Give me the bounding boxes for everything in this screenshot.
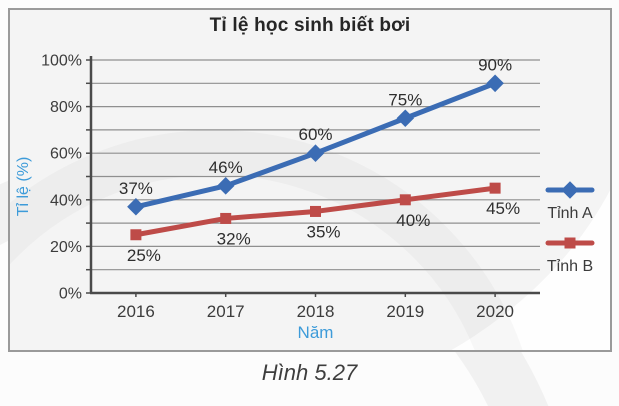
x-tick-label: 2018 [297, 302, 335, 321]
data-label: 46% [209, 158, 243, 177]
data-label: 35% [306, 222, 340, 241]
data-point-diamond [216, 177, 235, 195]
x-tick-label: 2019 [386, 302, 424, 321]
data-point-square [310, 205, 321, 217]
x-tick-label: 2016 [117, 302, 155, 321]
data-label: 90% [478, 55, 512, 74]
data-point-diamond [127, 198, 145, 216]
y-tick-label: 100% [41, 53, 82, 70]
data-label: 32% [217, 229, 251, 248]
data-label: 37% [119, 179, 153, 198]
legend-marker-square [564, 237, 576, 249]
data-label: 75% [388, 90, 422, 109]
x-tick-label: 2017 [207, 302, 245, 321]
data-label: 60% [298, 125, 332, 144]
y-tick-label: 40% [50, 192, 82, 209]
y-tick-label: 80% [50, 99, 82, 116]
data-point-diamond [396, 109, 415, 128]
chart-container: 0% 20% 40% 60% 80% 100% 2016 2017 2018 2019 2020 Nă… [8, 8, 612, 352]
legend-label-tỉnh-b: Tỉnh B [547, 258, 593, 275]
data-label: 40% [396, 211, 430, 230]
data-label: 45% [486, 199, 520, 218]
data-point-square [130, 229, 142, 241]
legend-label-tỉnh-a: Tỉnh A [547, 205, 593, 222]
x-axis-title: Năm [298, 323, 334, 342]
data-point-square [220, 212, 232, 224]
legend-marker-diamond [561, 181, 579, 199]
data-point-diamond [306, 144, 325, 162]
data-point-square [489, 182, 501, 194]
x-tick-label: 2020 [476, 302, 514, 321]
data-point-diamond [486, 74, 504, 93]
data-label: 25% [127, 246, 161, 265]
y-tick-label: 20% [50, 239, 82, 256]
data-point-square [399, 194, 411, 206]
chart-title: Tỉ lệ học sinh biết bơi [209, 15, 411, 36]
y-axis-title: Tỉ lệ (%) [15, 157, 32, 217]
y-tick-label: 60% [50, 146, 82, 163]
line-chart: 0% 20% 40% 60% 80% 100% 2016 2017 2018 2019 2020 Nă… [15, 53, 595, 342]
y-tick-label: 0% [59, 286, 82, 303]
figure-caption: Hình 5.27 [261, 360, 358, 385]
